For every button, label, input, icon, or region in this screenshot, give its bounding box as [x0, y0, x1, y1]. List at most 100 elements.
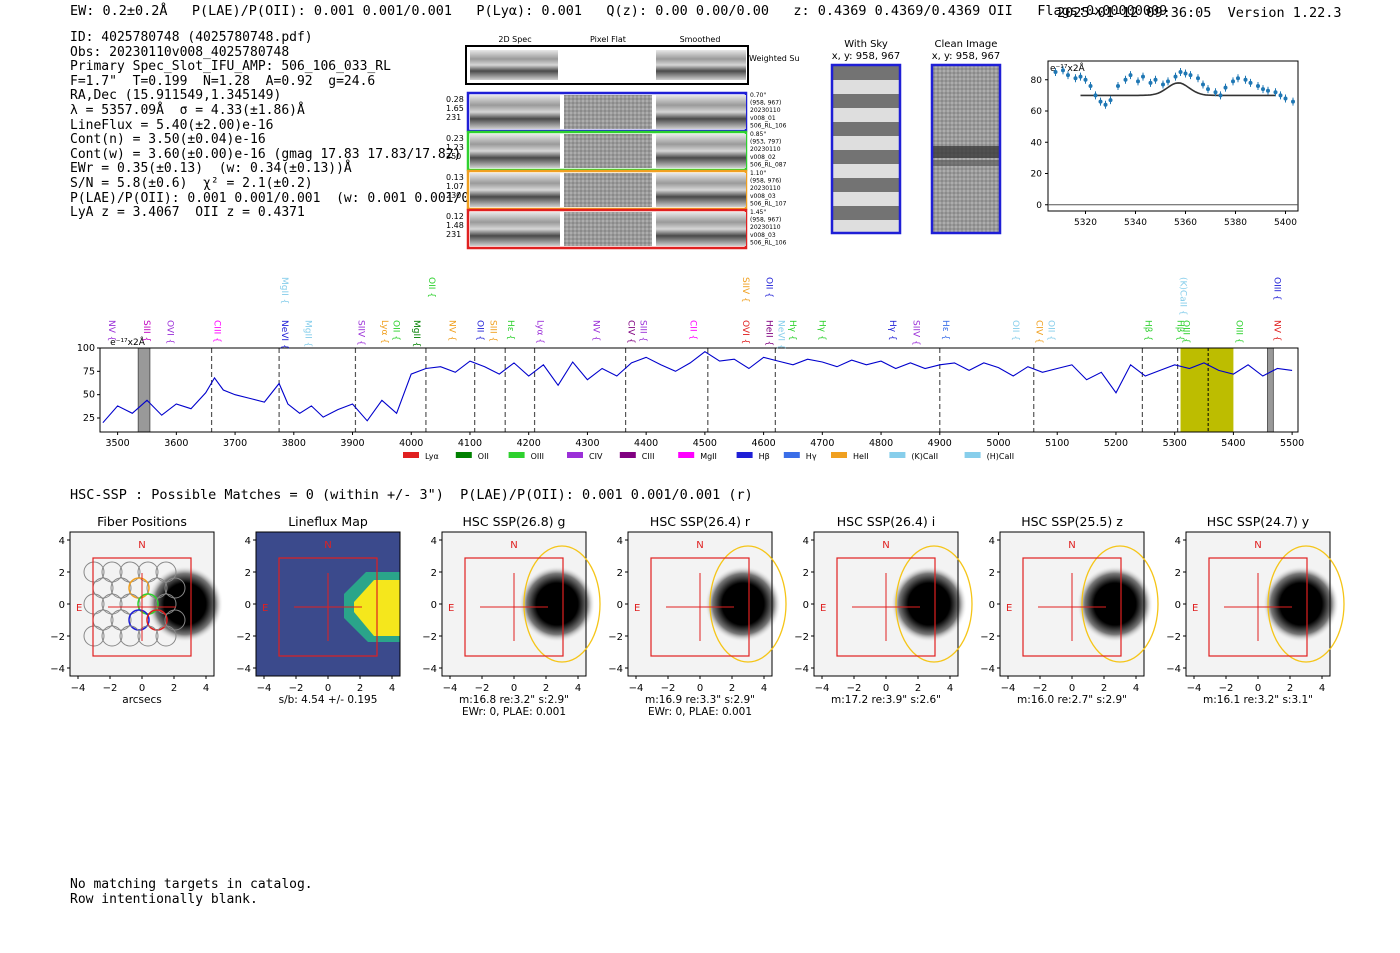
cutout-2dspec: [470, 95, 560, 129]
zoom-data-point: [1231, 79, 1235, 84]
fiber-circle: [83, 561, 105, 583]
spectral-line-label: MgII {: [411, 320, 421, 347]
zoom-data-point: [1116, 84, 1120, 88]
fiber-circle: [83, 593, 105, 615]
target-box: [278, 557, 378, 657]
spectral-line-name: CIV {: [626, 320, 636, 344]
compass-north: N: [324, 540, 331, 551]
col-title-pixelflat: Pixel Flat: [590, 35, 626, 44]
catalog-footer: No matching targets in catalog. Row inte…: [70, 877, 313, 907]
footer-line-2: Row intentionally blank.: [70, 892, 258, 907]
compass-north: N: [696, 540, 703, 551]
spectral-line-label: OII {: [764, 277, 774, 298]
zoom-data-point: [1108, 98, 1113, 103]
spectrum-xtick-label: 4400: [634, 438, 658, 449]
sky-stripe: [833, 206, 899, 220]
panel-ytick-label: 0: [1175, 600, 1181, 611]
zoom-data-point: [1256, 84, 1260, 88]
legend-swatch: [678, 452, 695, 458]
zoom-data-point: [1196, 76, 1200, 81]
image-panel: HSC SSP(26.4) i N E 4 2 0 −2 −4 −4 −2 0 2 4 m:17.2 re…: [794, 514, 973, 706]
compass-east: E: [448, 603, 454, 614]
spectral-line-label: SIIV {: [355, 320, 365, 346]
sky-stripe: [833, 80, 899, 94]
spectral-line-name: OVI {: [165, 320, 175, 344]
panel-ytick-label: 4: [431, 536, 437, 547]
panel-xtick-label: −4: [71, 683, 86, 694]
sky-stripe: [833, 122, 899, 136]
fiber-circle: [128, 609, 150, 631]
legend-swatch: [831, 452, 847, 458]
cutout-row-number: 1.65: [446, 104, 464, 113]
spectral-line-label: CIII {: [212, 320, 222, 343]
zoom-ytick-label: 80: [1031, 76, 1043, 86]
galaxy-blob: [891, 566, 967, 642]
legend-label: Hβ: [759, 452, 770, 461]
panel-xtick-label: −4: [815, 683, 830, 694]
spectrum-xtick-label: 4600: [752, 438, 776, 449]
compass-north: N: [510, 540, 517, 551]
sky-stripe: [833, 150, 899, 164]
aperture-ellipse: [1267, 545, 1345, 663]
panel-ytick-label: 0: [59, 600, 65, 611]
spectral-line-label: SIII {: [488, 320, 498, 342]
zoom-data-point: [1173, 74, 1178, 79]
spectral-line-label: SIII {: [637, 320, 647, 342]
panel-ytick-label: −4: [1166, 664, 1181, 675]
legend-label: CIII: [642, 452, 655, 461]
spectral-line-label: CIV {: [1034, 320, 1044, 344]
cutout-row-meta: 506_RL_106: [750, 122, 787, 129]
cutout-row-meta: 0.85": [750, 131, 766, 138]
zoom-data-point: [1291, 99, 1295, 104]
panel-ytick-label: −2: [1166, 632, 1181, 643]
spectral-line-name: Hγ {: [887, 320, 897, 341]
spectrum-xtick-label: 5500: [1280, 438, 1304, 449]
sky-stripe: [833, 94, 899, 108]
spectral-line-name: SIIV {: [740, 277, 750, 303]
spectrum-xtick-label: 4300: [575, 438, 599, 449]
fiber-circle: [119, 625, 141, 647]
legend-label: MgII: [700, 452, 717, 461]
cutout-row-meta: 20230110: [750, 107, 781, 114]
panel-xtick-label: 0: [325, 683, 331, 694]
spectrum-xtick-label: 4800: [869, 438, 893, 449]
spectral-line-name: CIII {: [212, 320, 222, 343]
aperture-ellipse: [523, 545, 601, 663]
aperture-ellipse: [1081, 545, 1159, 663]
legend-label: Hγ: [806, 452, 817, 461]
legend-swatch: [567, 452, 583, 458]
spectral-line-label: CIV {: [626, 320, 636, 344]
spectral-line-name: Hβ {: [1175, 320, 1185, 341]
summary-header: EW: 0.2±0.2Å P(LAE)/P(OII): 0.001 0.001/…: [70, 3, 1168, 19]
legend-label: CIV: [589, 452, 603, 461]
spectrum-ytick-label: 75: [83, 366, 95, 377]
spectrum-xtick-label: 4500: [693, 438, 717, 449]
spectrum-xtick-label: 5300: [1163, 438, 1187, 449]
cutout-row-meta: v008_02: [750, 154, 776, 161]
panel-xtick-label: 4: [203, 683, 209, 694]
info-redshifts: LyA z = 3.4067 OII z = 0.4371: [70, 205, 305, 221]
zoom-data-point: [1161, 82, 1165, 87]
zoom-data-point: [1103, 102, 1108, 107]
spectrum-axes-frame: [99, 347, 1299, 433]
fiber-circle: [164, 577, 186, 599]
masked-region-band: [137, 347, 151, 433]
cutout-row-meta: 20230110: [750, 185, 781, 192]
zoom-axes-frame: [1047, 60, 1299, 212]
panel-xtick-label: 4: [947, 683, 953, 694]
cutout-pixelflat: [564, 173, 652, 207]
spectral-line-name: SIII {: [637, 320, 647, 342]
spectrum-xtick-label: 4900: [928, 438, 952, 449]
fiber-circle: [101, 561, 123, 583]
spectral-line-label: (K)CaII {: [1178, 277, 1188, 316]
spectral-line-label: NV {: [106, 320, 116, 341]
zoom-data-point: [1218, 93, 1223, 98]
legend-item: (K)CaII: [889, 452, 938, 461]
zoom-data-point: [1066, 73, 1070, 78]
cutout-row-meta: 0.70": [750, 92, 766, 99]
fiber-circle: [119, 561, 141, 583]
info-ewr: EWr = 0.35(±0.13) (w: 0.34(±0.13))Å: [70, 161, 352, 177]
spectral-line-name: Hβ {: [1142, 320, 1152, 341]
galaxy-blob: [705, 566, 781, 642]
spectral-line-name: NV {: [446, 320, 456, 341]
